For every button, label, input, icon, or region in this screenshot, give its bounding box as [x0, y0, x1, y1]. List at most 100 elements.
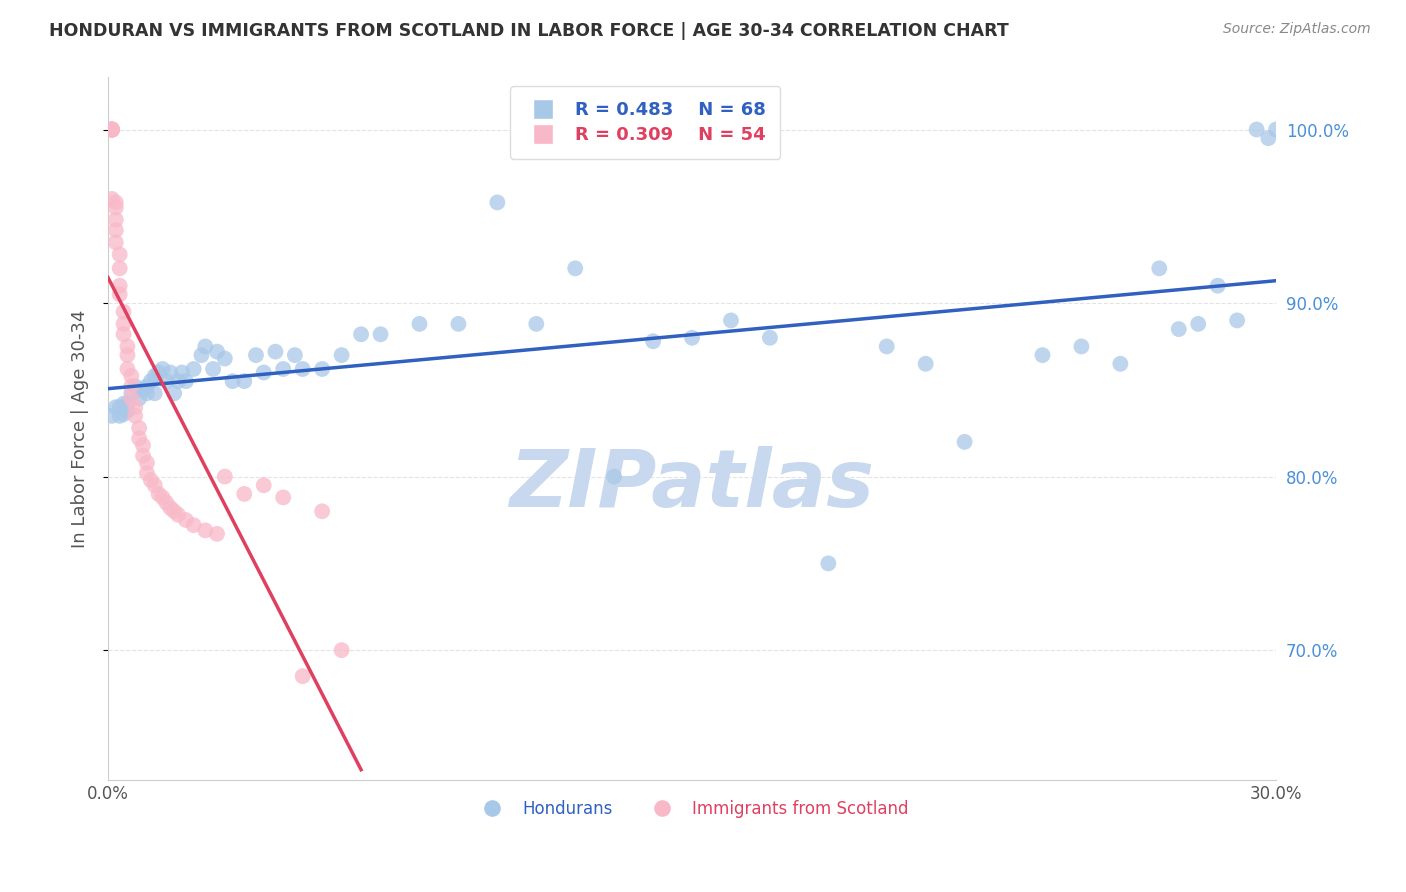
Point: [370, 327, 392, 342]
Point: [681, 331, 703, 345]
Point: [876, 339, 898, 353]
Point: [152, 362, 174, 376]
Point: [1167, 322, 1189, 336]
Point: [524, 317, 547, 331]
Point: [253, 478, 276, 492]
Point: [104, 400, 127, 414]
Point: [124, 409, 146, 423]
Point: [271, 362, 294, 376]
Point: [311, 362, 333, 376]
Point: [221, 374, 243, 388]
Point: [253, 366, 276, 380]
Point: [202, 362, 225, 376]
Point: [108, 247, 131, 261]
Point: [117, 397, 139, 411]
Point: [190, 348, 212, 362]
Point: [120, 368, 142, 383]
Legend: Hondurans, Immigrants from Scotland: Hondurans, Immigrants from Scotland: [468, 793, 915, 825]
Point: [1257, 131, 1279, 145]
Point: [120, 386, 142, 401]
Point: [194, 339, 217, 353]
Point: [1149, 261, 1171, 276]
Point: [108, 400, 131, 414]
Point: [117, 362, 139, 376]
Point: [167, 374, 190, 388]
Point: [101, 122, 124, 136]
Point: [152, 491, 174, 505]
Point: [163, 504, 186, 518]
Point: [135, 456, 157, 470]
Point: [143, 368, 166, 383]
Point: [108, 287, 131, 301]
Point: [603, 469, 626, 483]
Point: [291, 669, 314, 683]
Point: [101, 192, 124, 206]
Point: [112, 397, 135, 411]
Point: [112, 304, 135, 318]
Point: [101, 122, 124, 136]
Point: [104, 235, 127, 250]
Point: [117, 403, 139, 417]
Point: [120, 392, 142, 406]
Text: HONDURAN VS IMMIGRANTS FROM SCOTLAND IN LABOR FORCE | AGE 30-34 CORRELATION CHAR: HONDURAN VS IMMIGRANTS FROM SCOTLAND IN …: [49, 22, 1010, 40]
Point: [132, 449, 155, 463]
Point: [148, 366, 170, 380]
Point: [135, 386, 157, 401]
Point: [205, 344, 228, 359]
Point: [408, 317, 430, 331]
Point: [183, 518, 205, 533]
Point: [330, 348, 353, 362]
Y-axis label: In Labor Force | Age 30-34: In Labor Force | Age 30-34: [72, 310, 89, 548]
Point: [104, 212, 127, 227]
Point: [132, 438, 155, 452]
Point: [112, 317, 135, 331]
Point: [117, 348, 139, 362]
Point: [214, 469, 236, 483]
Point: [112, 407, 135, 421]
Text: Source: ZipAtlas.com: Source: ZipAtlas.com: [1223, 22, 1371, 37]
Point: [174, 513, 197, 527]
Point: [143, 478, 166, 492]
Point: [155, 374, 177, 388]
Point: [104, 195, 127, 210]
Point: [139, 473, 162, 487]
Point: [245, 348, 267, 362]
Point: [135, 466, 157, 480]
Point: [104, 201, 127, 215]
Point: [128, 421, 150, 435]
Point: [143, 386, 166, 401]
Point: [486, 195, 509, 210]
Point: [205, 527, 228, 541]
Point: [1246, 122, 1268, 136]
Point: [564, 261, 586, 276]
Point: [132, 383, 155, 397]
Point: [1265, 122, 1288, 136]
Point: [101, 122, 124, 136]
Point: [101, 122, 124, 136]
Point: [120, 379, 142, 393]
Point: [1109, 357, 1132, 371]
Point: [167, 508, 190, 522]
Point: [159, 500, 181, 515]
Point: [291, 362, 314, 376]
Point: [817, 557, 839, 571]
Point: [104, 223, 127, 237]
Point: [643, 334, 665, 349]
Point: [1226, 313, 1249, 327]
Point: [128, 392, 150, 406]
Point: [117, 339, 139, 353]
Point: [108, 278, 131, 293]
Point: [233, 487, 256, 501]
Point: [953, 434, 976, 449]
Point: [1187, 317, 1209, 331]
Point: [350, 327, 373, 342]
Point: [124, 379, 146, 393]
Point: [194, 524, 217, 538]
Point: [759, 331, 782, 345]
Point: [1031, 348, 1053, 362]
Point: [914, 357, 936, 371]
Point: [1206, 278, 1229, 293]
Point: [330, 643, 353, 657]
Point: [108, 261, 131, 276]
Point: [139, 374, 162, 388]
